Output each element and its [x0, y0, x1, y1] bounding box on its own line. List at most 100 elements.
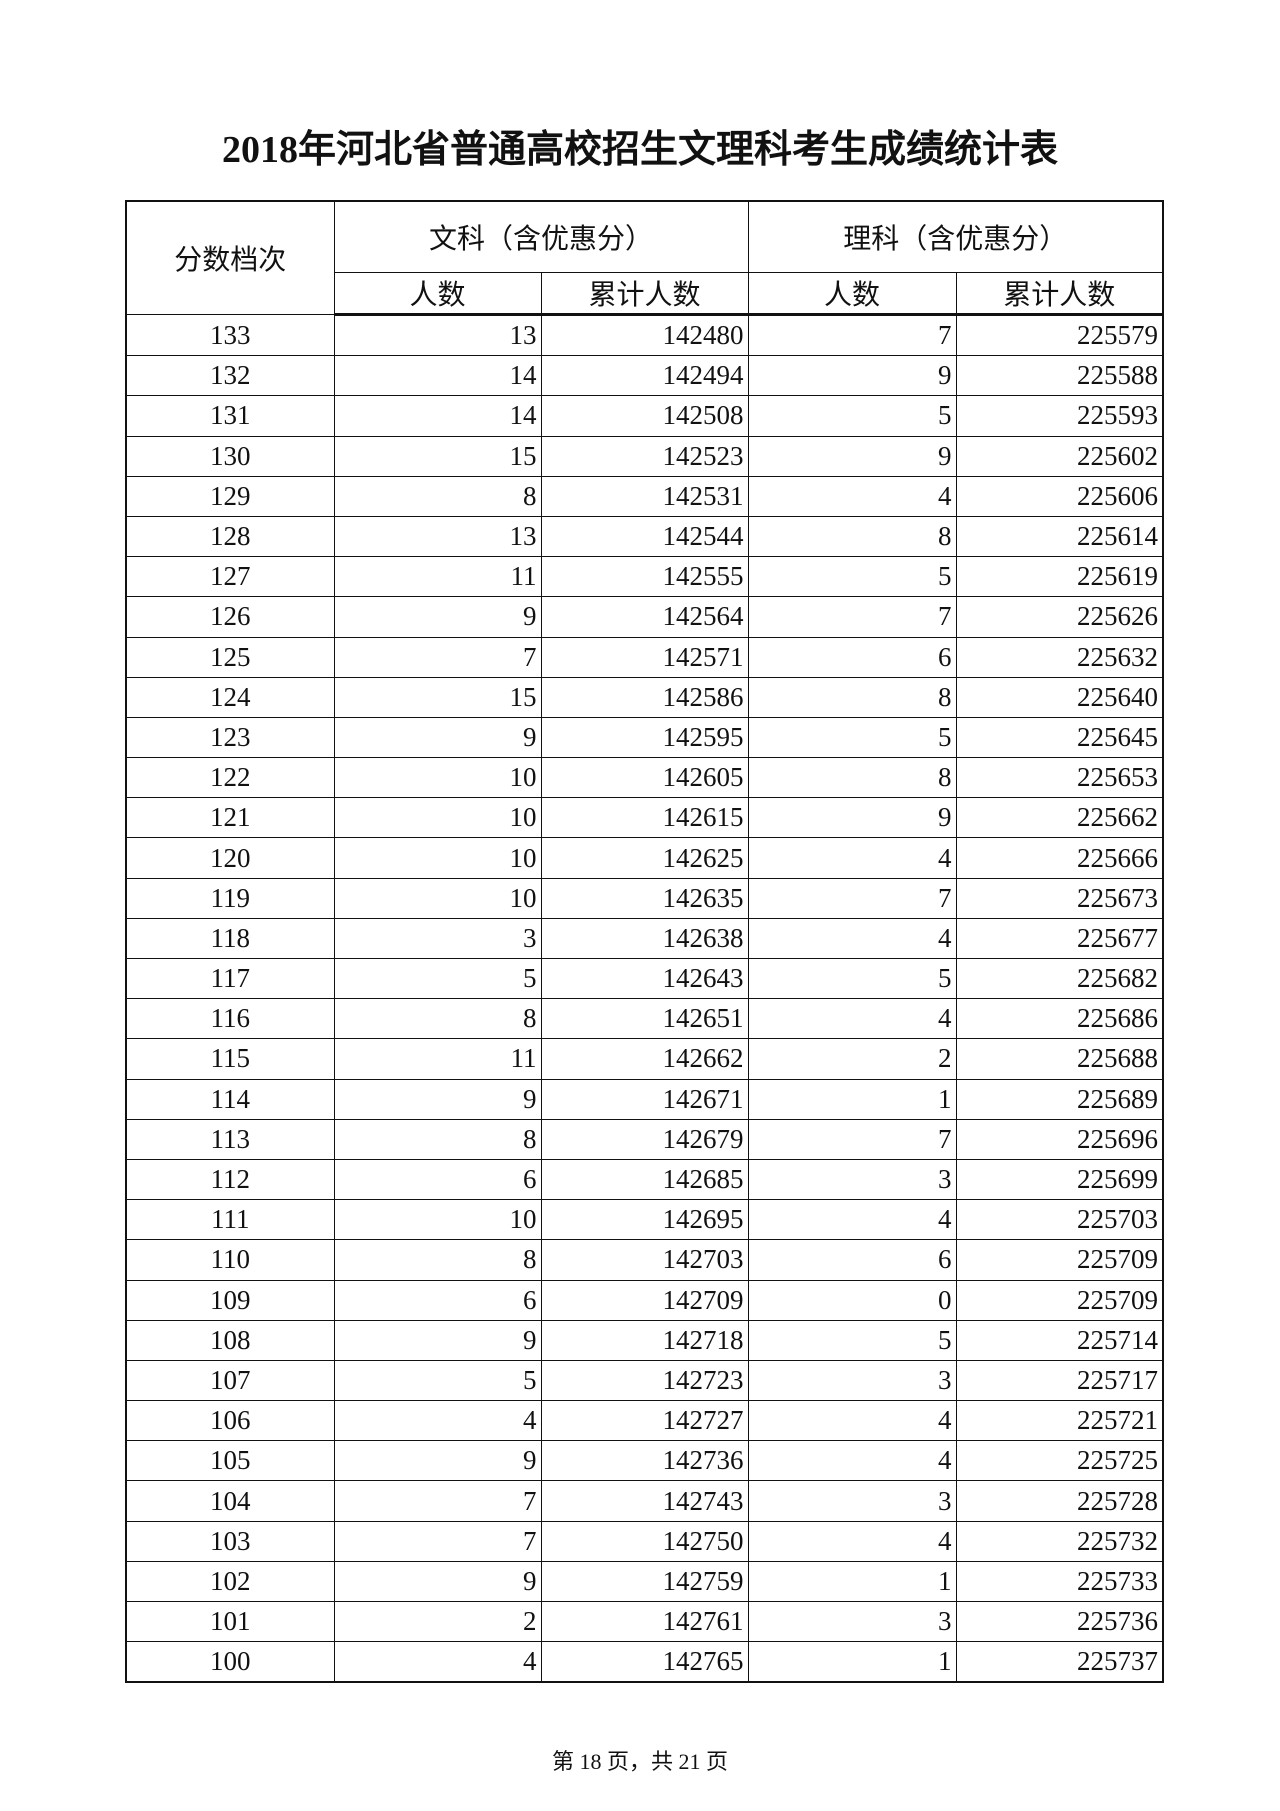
cell-arts-cumulative: 142761 — [540, 1600, 749, 1643]
table-row: 103 7 142750 4 225732 — [125, 1520, 1164, 1562]
cell-science-count: 3 — [747, 1158, 957, 1201]
cell-score: 100 — [125, 1641, 335, 1683]
cell-arts-count: 11 — [333, 556, 542, 598]
cell-score: 114 — [125, 1078, 335, 1120]
cell-science-count: 8 — [747, 676, 957, 718]
table-row: 126 9 142564 7 225626 — [125, 596, 1164, 638]
cell-arts-cumulative: 142595 — [540, 716, 749, 759]
cell-science-count: 5 — [747, 957, 957, 1000]
cell-science-cumulative: 225662 — [955, 797, 1164, 839]
cell-score: 126 — [125, 596, 335, 638]
header-science-cumulative: 累计人数 — [955, 272, 1164, 316]
cell-science-count: 1 — [747, 1560, 957, 1603]
table-row: 131 14 142508 5 225593 — [125, 395, 1164, 437]
cell-science-cumulative: 225602 — [955, 435, 1164, 477]
cell-score: 109 — [125, 1279, 335, 1321]
cell-science-count: 9 — [747, 435, 957, 477]
table-row: 117 5 142643 5 225682 — [125, 957, 1164, 1000]
cell-science-cumulative: 225714 — [955, 1319, 1164, 1361]
cell-score: 128 — [125, 515, 335, 558]
cell-score: 120 — [125, 837, 335, 879]
score-table: 分数档次 文科（含优惠分） 理科（含优惠分） 人数 累计人数 人数 累计人数 1… — [125, 200, 1164, 1684]
cell-arts-count: 6 — [333, 1279, 542, 1321]
cell-science-cumulative: 225686 — [955, 998, 1164, 1040]
cell-score: 122 — [125, 757, 335, 799]
cell-science-cumulative: 225689 — [955, 1078, 1164, 1120]
cell-science-count: 4 — [747, 1440, 957, 1482]
table-row: 132 14 142494 9 225588 — [125, 355, 1164, 397]
cell-arts-cumulative: 142531 — [540, 475, 749, 517]
cell-arts-cumulative: 142743 — [540, 1480, 749, 1522]
cell-arts-count: 8 — [333, 998, 542, 1040]
cell-science-cumulative: 225619 — [955, 556, 1164, 598]
cell-science-count: 4 — [747, 475, 957, 517]
cell-science-count: 9 — [747, 797, 957, 839]
cell-science-cumulative: 225640 — [955, 676, 1164, 718]
cell-arts-cumulative: 142564 — [540, 596, 749, 638]
cell-science-cumulative: 225728 — [955, 1480, 1164, 1522]
cell-arts-cumulative: 142695 — [540, 1199, 749, 1241]
cell-science-count: 4 — [747, 998, 957, 1040]
cell-arts-cumulative: 142571 — [540, 636, 749, 678]
table-row: 124 15 142586 8 225640 — [125, 676, 1164, 718]
cell-arts-cumulative: 142703 — [540, 1239, 749, 1281]
cell-arts-cumulative: 142494 — [540, 355, 749, 397]
table-row: 102 9 142759 1 225733 — [125, 1560, 1164, 1603]
page-footer: 第 18 页，共 21 页 — [551, 1749, 728, 1774]
cell-science-cumulative: 225688 — [955, 1038, 1164, 1080]
cell-science-count: 6 — [747, 1239, 957, 1281]
cell-arts-count: 9 — [333, 1078, 542, 1120]
cell-score: 130 — [125, 435, 335, 477]
cell-arts-cumulative: 142605 — [540, 757, 749, 799]
cell-score: 105 — [125, 1440, 335, 1482]
cell-arts-count: 10 — [333, 757, 542, 799]
table-row: 118 3 142638 4 225677 — [125, 917, 1164, 960]
table-row: 115 11 142662 2 225688 — [125, 1038, 1164, 1080]
table-row: 128 13 142544 8 225614 — [125, 515, 1164, 558]
cell-arts-cumulative: 142718 — [540, 1319, 749, 1361]
cell-score: 123 — [125, 716, 335, 759]
cell-science-count: 9 — [747, 355, 957, 397]
table-row: 108 9 142718 5 225714 — [125, 1319, 1164, 1361]
cell-science-cumulative: 225673 — [955, 877, 1164, 919]
cell-score: 121 — [125, 797, 335, 839]
cell-score: 101 — [125, 1600, 335, 1643]
cell-science-cumulative: 225736 — [955, 1600, 1164, 1643]
cell-arts-cumulative: 142651 — [540, 998, 749, 1040]
cell-arts-count: 4 — [333, 1641, 542, 1683]
cell-arts-count: 5 — [333, 1359, 542, 1402]
cell-score: 127 — [125, 556, 335, 598]
cell-science-count: 8 — [747, 515, 957, 558]
cell-arts-cumulative: 142555 — [540, 556, 749, 598]
cell-score: 108 — [125, 1319, 335, 1361]
cell-science-count: 1 — [747, 1641, 957, 1683]
cell-science-cumulative: 225699 — [955, 1158, 1164, 1201]
cell-science-cumulative: 225709 — [955, 1279, 1164, 1321]
table-row: 113 8 142679 7 225696 — [125, 1118, 1164, 1160]
cell-arts-cumulative: 142508 — [540, 395, 749, 437]
cell-science-count: 4 — [747, 1199, 957, 1241]
cell-score: 111 — [125, 1199, 335, 1241]
cell-score: 113 — [125, 1118, 335, 1160]
table-row: 116 8 142651 4 225686 — [125, 998, 1164, 1040]
table-row: 127 11 142555 5 225619 — [125, 556, 1164, 598]
table-row: 119 10 142635 7 225673 — [125, 877, 1164, 919]
cell-arts-cumulative: 142586 — [540, 676, 749, 718]
cell-arts-cumulative: 142635 — [540, 877, 749, 919]
cell-arts-count: 11 — [333, 1038, 542, 1080]
cell-score: 129 — [125, 475, 335, 517]
table-row: 101 2 142761 3 225736 — [125, 1600, 1164, 1643]
cell-arts-count: 9 — [333, 1319, 542, 1361]
cell-arts-count: 13 — [333, 515, 542, 558]
cell-arts-cumulative: 142709 — [540, 1279, 749, 1321]
cell-arts-count: 15 — [333, 676, 542, 718]
cell-science-cumulative: 225733 — [955, 1560, 1164, 1603]
table-row: 121 10 142615 9 225662 — [125, 797, 1164, 839]
cell-score: 102 — [125, 1560, 335, 1603]
cell-score: 131 — [125, 395, 335, 437]
cell-science-cumulative: 225593 — [955, 395, 1164, 437]
cell-science-cumulative: 225632 — [955, 636, 1164, 678]
cell-science-cumulative: 225721 — [955, 1400, 1164, 1442]
cell-science-cumulative: 225682 — [955, 957, 1164, 1000]
cell-arts-cumulative: 142638 — [540, 917, 749, 960]
